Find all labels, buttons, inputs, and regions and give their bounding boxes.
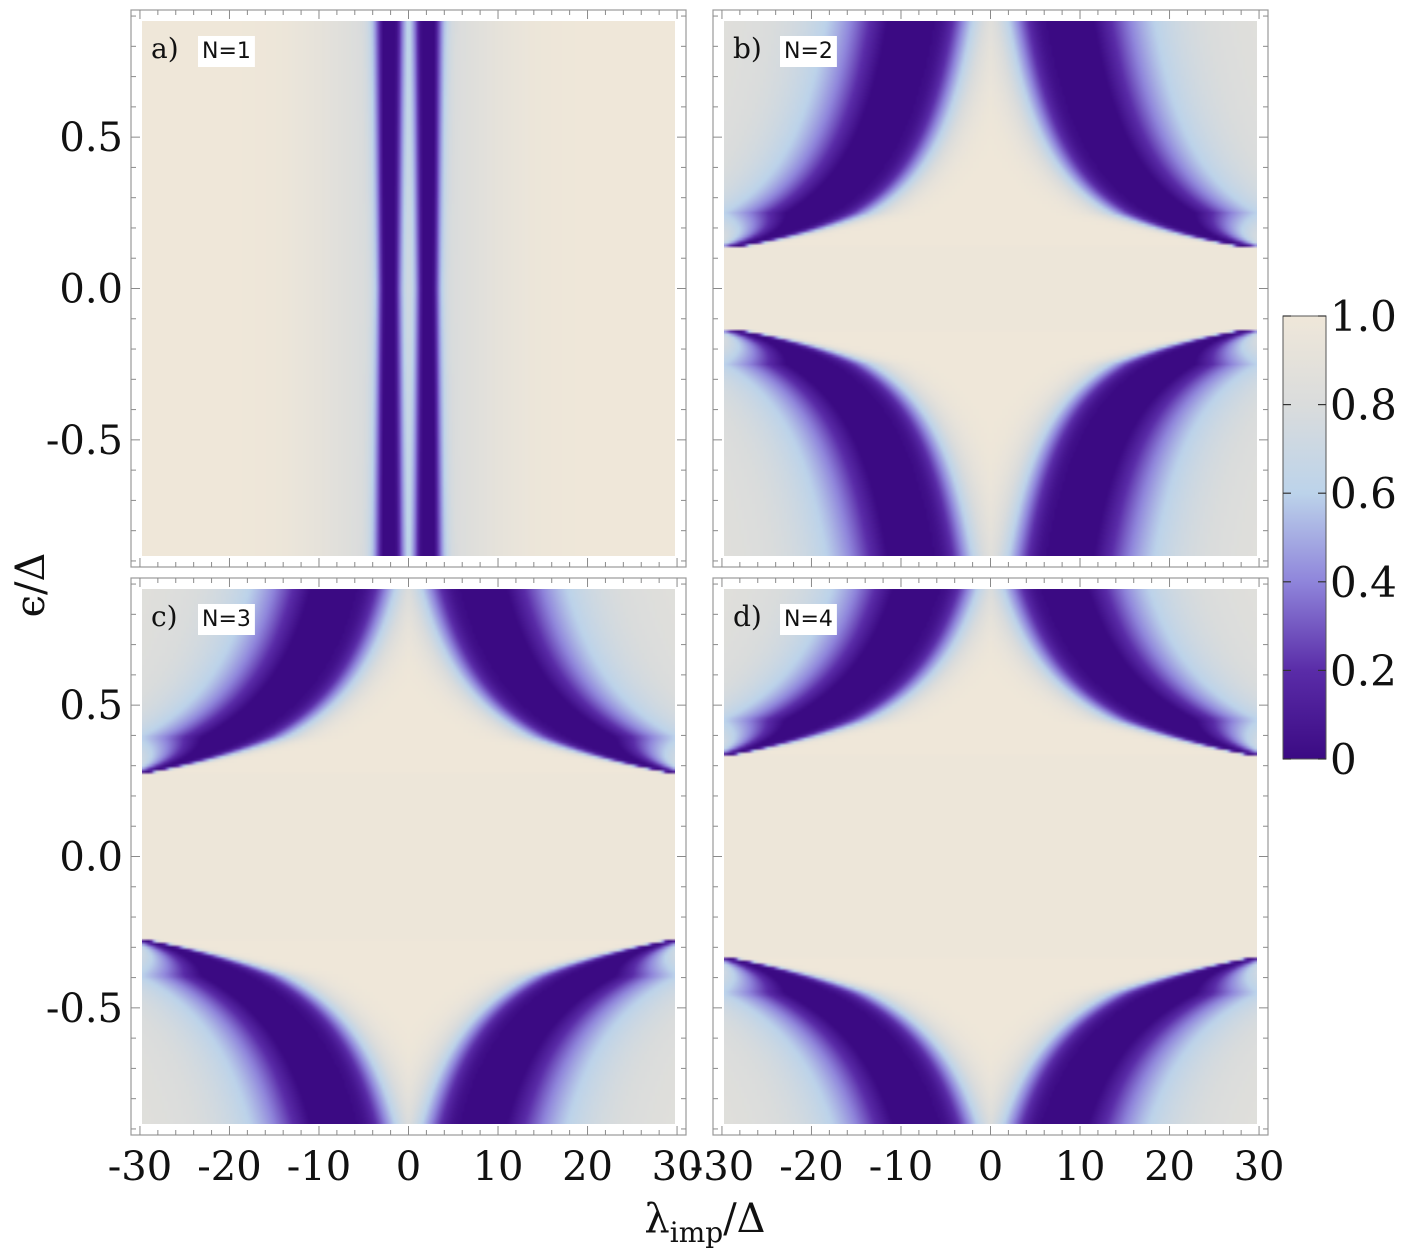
heatmap-image xyxy=(142,21,675,556)
colorbar-tick-label: 0.6 xyxy=(1330,469,1397,518)
colorbar-ticks: 1.0 0.8 0.6 0.4 0.2 0 xyxy=(1283,292,1397,784)
panel-label-box xyxy=(780,604,837,635)
panel-letter: c) xyxy=(151,600,178,633)
panel-label: N=3 xyxy=(202,607,251,632)
axes: 0.50.0-0.50.50.0-0.5-30 -20 -10 0 10 20 30-30-… xyxy=(46,115,1285,1190)
panel-label: N=1 xyxy=(202,39,251,64)
x-tick-label: -10 xyxy=(869,1144,933,1190)
colorbar: 1.0 0.8 0.6 0.4 0.2 0 xyxy=(1282,292,1397,784)
x-tick-label: 20 xyxy=(562,1144,613,1190)
panel-letter: a) xyxy=(151,32,179,65)
x-tick-label: 0 xyxy=(978,1144,1003,1190)
x-tick-label: 30 xyxy=(1234,1144,1285,1190)
panel-c: c) N=3 xyxy=(130,577,687,1136)
x-tick-label: -20 xyxy=(779,1144,843,1190)
y-axis-title: ϵ/Δ xyxy=(8,553,54,618)
y-tick-label: 0.5 xyxy=(59,115,123,161)
y-tick-label: -0.5 xyxy=(46,986,123,1032)
tick-marks xyxy=(713,578,1268,1135)
y-tick-label: -0.5 xyxy=(46,418,123,464)
colorbar-tick-label: 0.4 xyxy=(1330,558,1397,607)
panel-label: N=4 xyxy=(784,607,833,632)
tick-marks xyxy=(131,10,686,567)
x-axis-title: λimp/Δ xyxy=(644,1196,765,1249)
tick-marks xyxy=(713,10,1268,567)
heatmap-image xyxy=(724,21,1257,556)
panel-letter: d) xyxy=(733,600,762,633)
x-tick-label: 10 xyxy=(1055,1144,1106,1190)
heatmap-image xyxy=(142,589,675,1124)
panel-letter: b) xyxy=(733,32,762,65)
x-tick-label: 20 xyxy=(1144,1144,1195,1190)
y-tick-label: 0.0 xyxy=(59,267,123,313)
x-tick-label: -10 xyxy=(287,1144,351,1190)
panel-label-box xyxy=(198,604,255,635)
x-axis-title-sub: imp xyxy=(670,1216,723,1249)
tick-marks xyxy=(131,578,686,1135)
x-axis-title-main: λ xyxy=(644,1196,669,1242)
y-tick-label: 0.0 xyxy=(59,835,123,881)
panel-d: d) N=4 xyxy=(712,577,1269,1136)
heatmap-image xyxy=(724,589,1257,1124)
panel-b: b) N=2 xyxy=(712,9,1269,568)
colorbar-gradient xyxy=(1282,315,1327,760)
panels: a) N=1 b) N=2 c) N=3 d) N=4 xyxy=(130,9,1269,1136)
panel-label-box xyxy=(780,36,837,67)
panel-label-box xyxy=(198,36,255,67)
panel-label: N=2 xyxy=(784,39,833,64)
x-tick-label: -20 xyxy=(197,1144,261,1190)
y-tick-label: 0.5 xyxy=(59,683,123,729)
x-tick-label: 0 xyxy=(396,1144,421,1190)
x-tick-label: -30 xyxy=(690,1144,754,1190)
colorbar-tick-label: 0.2 xyxy=(1330,646,1397,695)
colorbar-tick-label: 0 xyxy=(1330,735,1357,784)
x-tick-label: 30 xyxy=(652,1144,703,1190)
x-tick-label: 10 xyxy=(473,1144,524,1190)
colorbar-tick-label: 1.0 xyxy=(1330,292,1397,341)
panel-a: a) N=1 xyxy=(130,9,687,568)
x-tick-label: -30 xyxy=(108,1144,172,1190)
x-axis-title-tail: /Δ xyxy=(723,1196,765,1242)
colorbar-tick-label: 0.8 xyxy=(1330,381,1397,430)
